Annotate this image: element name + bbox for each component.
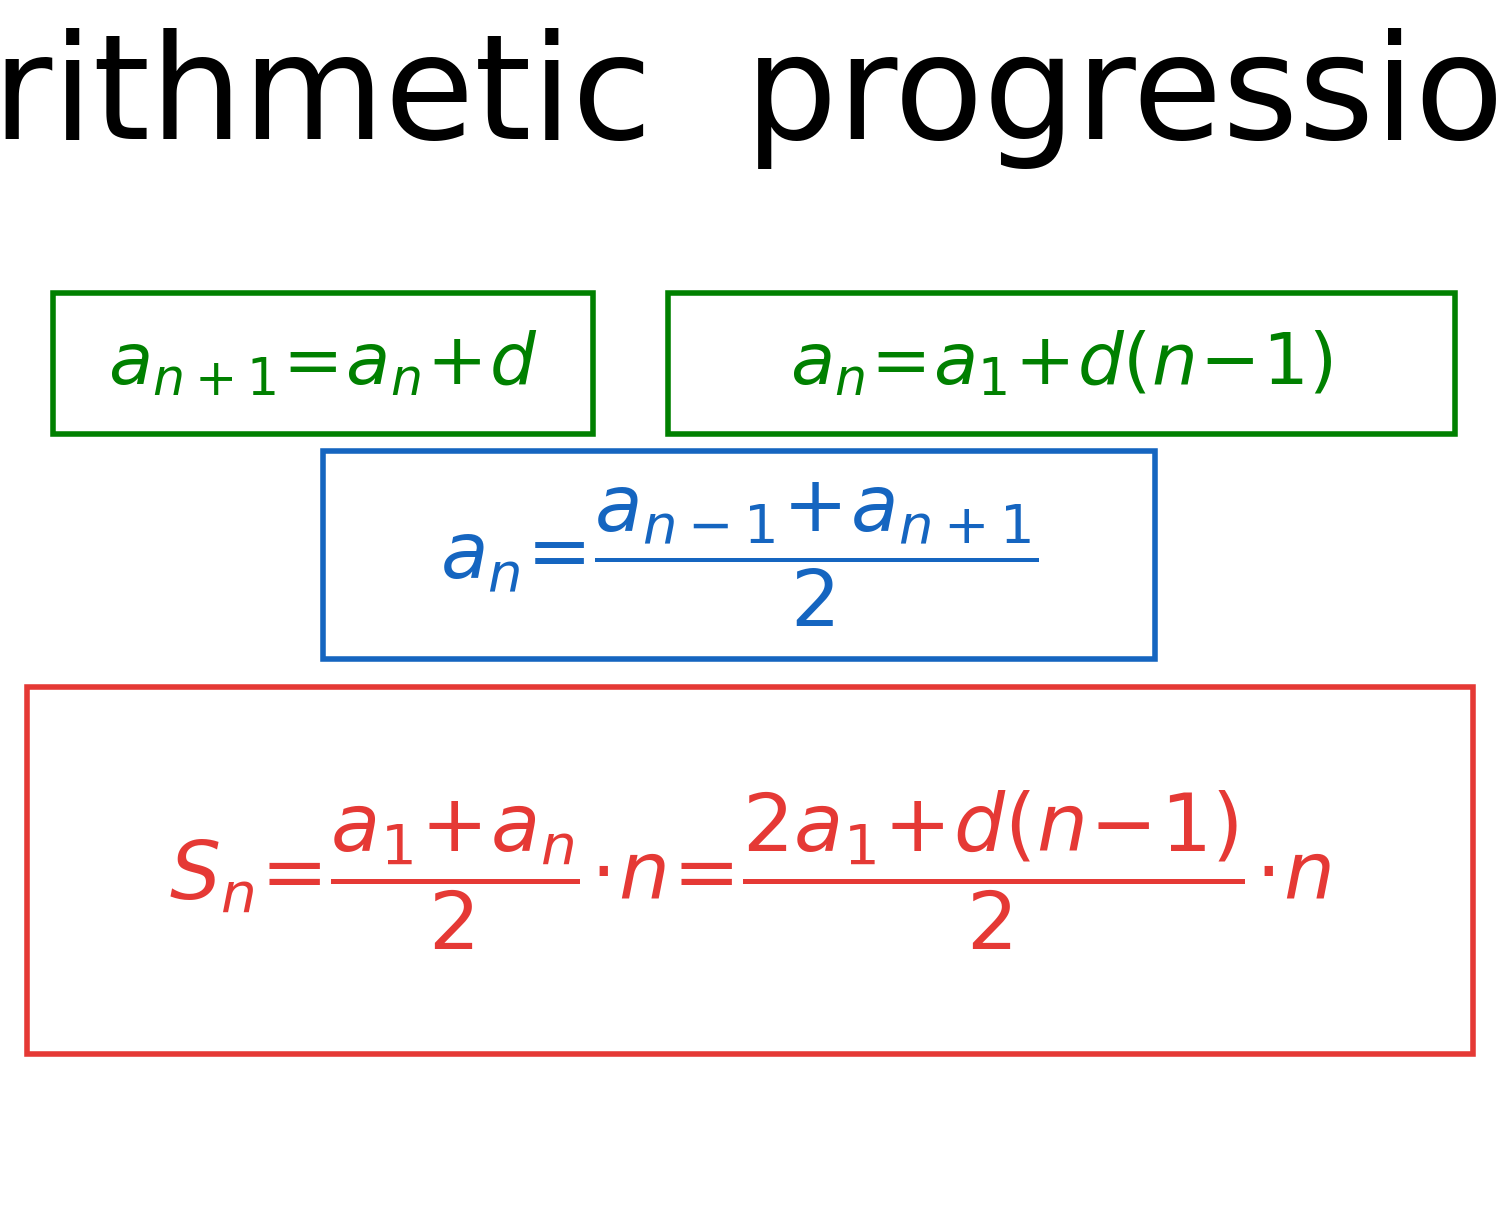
Text: $\mathit{a}_{n+1}\!=\!\mathit{a}_n\!+\!\mathit{d}$: $\mathit{a}_{n+1}\!=\!\mathit{a}_n\!+\!\… — [108, 330, 537, 398]
FancyBboxPatch shape — [27, 687, 1473, 1054]
Text: $\mathit{a}_n\!=\!\dfrac{\mathit{a}_{n-1}\!+\!\mathit{a}_{n+1}}{2}$: $\mathit{a}_n\!=\!\dfrac{\mathit{a}_{n-1… — [440, 481, 1038, 630]
Text: $\mathit{S}_n\!=\!\dfrac{\mathit{a}_1\!+\!\mathit{a}_n}{2}\!\cdot\! n\!=\!\dfrac: $\mathit{S}_n\!=\!\dfrac{\mathit{a}_1\!+… — [170, 789, 1330, 952]
FancyBboxPatch shape — [668, 293, 1455, 434]
Text: shutterstock®: shutterstock® — [614, 1160, 886, 1192]
Text: arithmetic  progression: arithmetic progression — [0, 28, 1500, 169]
FancyBboxPatch shape — [322, 451, 1155, 659]
Text: $\mathit{a}_n\!=\!\mathit{a}_1\!+\!\mathit{d}(n\!-\!1)$: $\mathit{a}_n\!=\!\mathit{a}_1\!+\!\math… — [790, 330, 1332, 398]
FancyBboxPatch shape — [53, 293, 592, 434]
